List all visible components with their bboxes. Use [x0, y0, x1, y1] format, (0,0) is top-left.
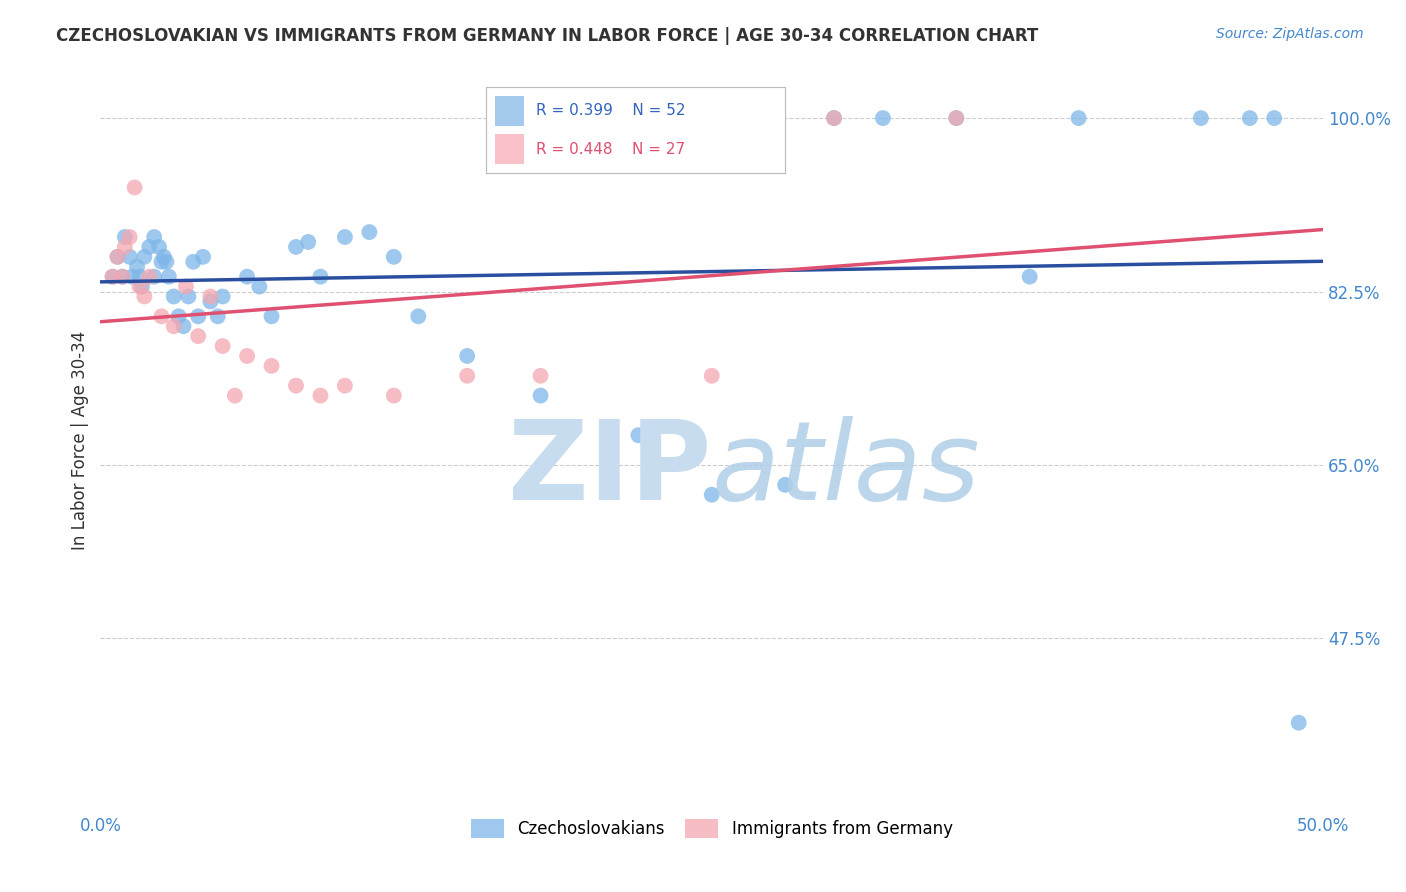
- Point: [823, 111, 845, 125]
- Point: [200, 294, 222, 309]
- Point: [163, 319, 186, 334]
- Point: [150, 310, 173, 324]
- Point: [134, 250, 156, 264]
- Point: [236, 269, 259, 284]
- Point: [456, 368, 478, 383]
- Point: [1239, 111, 1261, 125]
- Point: [111, 269, 134, 284]
- Point: [823, 111, 845, 125]
- Point: [456, 349, 478, 363]
- Y-axis label: In Labor Force | Age 30-34: In Labor Force | Age 30-34: [72, 331, 89, 549]
- Point: [207, 310, 229, 324]
- Point: [236, 349, 259, 363]
- Legend: Czechoslovakians, Immigrants from Germany: Czechoslovakians, Immigrants from German…: [464, 812, 959, 845]
- Point: [309, 388, 332, 402]
- Point: [107, 250, 129, 264]
- Point: [1067, 111, 1090, 125]
- Point: [150, 254, 173, 268]
- Point: [101, 269, 124, 284]
- Point: [128, 279, 150, 293]
- Point: [297, 235, 319, 249]
- Point: [773, 477, 796, 491]
- Point: [211, 289, 233, 303]
- Point: [111, 269, 134, 284]
- Point: [138, 269, 160, 284]
- Point: [107, 250, 129, 264]
- Point: [382, 388, 405, 402]
- Point: [700, 368, 723, 383]
- Point: [285, 240, 308, 254]
- Point: [700, 488, 723, 502]
- Point: [627, 428, 650, 442]
- Point: [529, 368, 551, 383]
- Point: [173, 319, 195, 334]
- Point: [181, 254, 204, 268]
- Point: [529, 388, 551, 402]
- Point: [128, 269, 150, 284]
- Point: [148, 240, 170, 254]
- Point: [211, 339, 233, 353]
- Point: [131, 279, 153, 293]
- Point: [143, 269, 166, 284]
- Text: atlas: atlas: [711, 417, 980, 524]
- Text: ZIP: ZIP: [509, 417, 711, 524]
- Point: [153, 250, 176, 264]
- Point: [121, 269, 143, 284]
- Point: [114, 240, 136, 254]
- Point: [285, 378, 308, 392]
- Point: [945, 111, 967, 125]
- Point: [177, 289, 200, 303]
- Point: [224, 388, 246, 402]
- Point: [359, 225, 381, 239]
- Point: [124, 180, 146, 194]
- Point: [333, 378, 356, 392]
- Point: [309, 269, 332, 284]
- Point: [118, 230, 141, 244]
- Point: [187, 310, 209, 324]
- Point: [191, 250, 214, 264]
- Point: [1263, 111, 1285, 125]
- Point: [138, 240, 160, 254]
- Point: [101, 269, 124, 284]
- Point: [200, 289, 222, 303]
- Point: [143, 230, 166, 244]
- Point: [945, 111, 967, 125]
- Point: [382, 250, 405, 264]
- Point: [260, 310, 283, 324]
- Point: [247, 279, 270, 293]
- Point: [118, 250, 141, 264]
- Point: [406, 310, 429, 324]
- Point: [155, 254, 177, 268]
- Point: [1018, 269, 1040, 284]
- Point: [114, 230, 136, 244]
- Text: CZECHOSLOVAKIAN VS IMMIGRANTS FROM GERMANY IN LABOR FORCE | AGE 30-34 CORRELATIO: CZECHOSLOVAKIAN VS IMMIGRANTS FROM GERMA…: [56, 27, 1039, 45]
- Point: [1189, 111, 1212, 125]
- Point: [134, 289, 156, 303]
- Point: [187, 329, 209, 343]
- Point: [260, 359, 283, 373]
- Point: [174, 279, 197, 293]
- Point: [157, 269, 180, 284]
- Point: [167, 310, 190, 324]
- Point: [163, 289, 186, 303]
- Point: [125, 260, 148, 274]
- Text: Source: ZipAtlas.com: Source: ZipAtlas.com: [1216, 27, 1364, 41]
- Point: [872, 111, 894, 125]
- Point: [333, 230, 356, 244]
- Point: [1288, 715, 1310, 730]
